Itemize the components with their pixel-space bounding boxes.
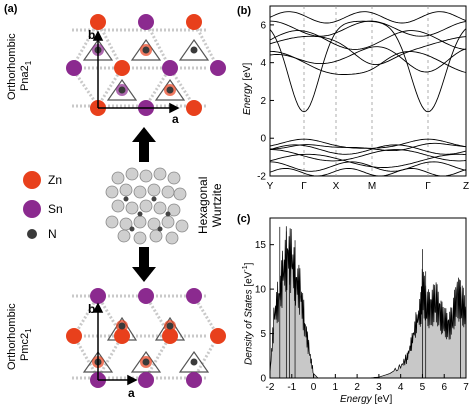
panel-c-label: (c): [237, 213, 251, 225]
band-xtick-label: Z: [463, 181, 469, 192]
band-xtick-label: M: [368, 181, 376, 192]
n-atom: [118, 86, 126, 94]
kpoint-lines: [303, 6, 429, 176]
band-line: [269, 144, 467, 155]
dos-xtick-label: 3: [376, 382, 382, 393]
band-xtick-label: X: [333, 181, 340, 192]
sn-atom: [186, 372, 202, 388]
top-axis-arrows: [92, 30, 180, 114]
panel-c-xlabel: Energy [eV]: [340, 394, 393, 405]
band-xtick-label: Y: [267, 181, 274, 192]
dos-line: [269, 226, 467, 379]
band-line: [269, 50, 467, 75]
band-line: [269, 20, 467, 37]
zn-atom: [66, 328, 82, 344]
dos-xtick-label: 2: [354, 382, 360, 393]
zn-atom: [186, 100, 202, 116]
panel-b-label: (b): [237, 5, 252, 17]
sn-atom: [138, 14, 154, 30]
band-yticks: -2 0 2 4 6: [257, 20, 274, 183]
band-ytick-label: 0: [260, 134, 266, 145]
sn-atom: [210, 60, 226, 76]
n-atom: [118, 322, 126, 330]
band-ytick-label: 6: [260, 20, 266, 31]
band-line: [269, 46, 467, 73]
band-line: [269, 161, 467, 172]
dos-xtick-label: 4: [398, 382, 404, 393]
n-atom: [190, 358, 198, 366]
zn-atom: [162, 328, 178, 344]
band-line: [269, 142, 467, 152]
dos-yticks: 0 5 10 15: [255, 240, 274, 385]
n-atom: [142, 46, 150, 54]
zn-atom: [90, 14, 106, 30]
transition-arrows: [132, 127, 156, 282]
zn-legend-swatch: [23, 171, 41, 189]
sn-atom: [90, 288, 106, 304]
top-axis-a-label: a: [172, 112, 179, 126]
zn-atom: [114, 60, 130, 76]
legend-n-label: N: [48, 227, 57, 241]
n-atom: [166, 86, 174, 94]
dos-ytick-label: 15: [255, 240, 267, 251]
up-arrow-shaft: [139, 140, 149, 162]
bottom-axis-a-label: a: [128, 386, 135, 400]
top-tetrahedra: [82, 38, 210, 101]
bottom-axis-b-label: b: [88, 302, 96, 316]
down-arrow-head: [132, 267, 156, 282]
bottom-axis-arrows: [92, 302, 138, 386]
panel-a-label: (a): [4, 3, 18, 15]
sn-atom: [66, 60, 82, 76]
band-line: [269, 30, 467, 50]
sn-legend-swatch: [23, 200, 41, 218]
band-lines: [269, 11, 467, 177]
dos-xtick-label: 5: [420, 382, 426, 393]
dos-ytick-label: 5: [260, 329, 266, 340]
dos-xtick-label: 6: [441, 382, 447, 393]
band-line: [269, 167, 467, 177]
n-legend-swatch: [27, 229, 37, 239]
dos-xtick-label: 1: [333, 382, 339, 393]
dos-xtick-label: -2: [266, 382, 275, 393]
dos-ytick-label: 0: [260, 374, 266, 385]
sn-atom: [138, 372, 154, 388]
down-arrow-shaft: [139, 247, 149, 269]
band-xtick-label: Γ: [425, 181, 431, 192]
band-line: [269, 153, 467, 168]
band-line: [270, 149, 467, 162]
dos-xticks: -2 -1 0 1 2 3 4 5 6 7: [266, 374, 469, 393]
band-ytick-label: 2: [260, 96, 266, 107]
sn-atom: [138, 288, 154, 304]
dos-plot-frame: [269, 217, 467, 379]
sn-atom: [162, 60, 178, 76]
dos-area: [269, 226, 467, 379]
dos-xtick-label: 7: [463, 382, 469, 393]
band-xtick-label: Γ: [301, 181, 307, 192]
dos-ytick-label: 10: [255, 285, 267, 296]
band-line: [269, 11, 467, 24]
sn-atom: [186, 288, 202, 304]
band-line: [269, 35, 467, 66]
band-ytick-label: -2: [257, 172, 266, 183]
legend-sn-label: Sn: [48, 202, 63, 216]
zn-atom: [114, 328, 130, 344]
up-arrow-head: [132, 127, 156, 142]
zn-atom: [186, 14, 202, 30]
dos-xtick-label: 0: [311, 382, 317, 393]
top-axis-b-label: b: [88, 28, 96, 42]
zn-atom: [210, 328, 226, 344]
band-ytick-label: 4: [260, 58, 266, 69]
n-atom: [166, 322, 174, 330]
wurtzite-cluster: [105, 167, 189, 245]
n-atom: [190, 46, 198, 54]
n-atom: [142, 358, 150, 366]
band-plot-frame: [269, 5, 467, 177]
dos-xtick-label: -1: [287, 382, 296, 393]
dos-fill: [270, 226, 466, 378]
legend-zn-label: Zn: [48, 173, 63, 187]
